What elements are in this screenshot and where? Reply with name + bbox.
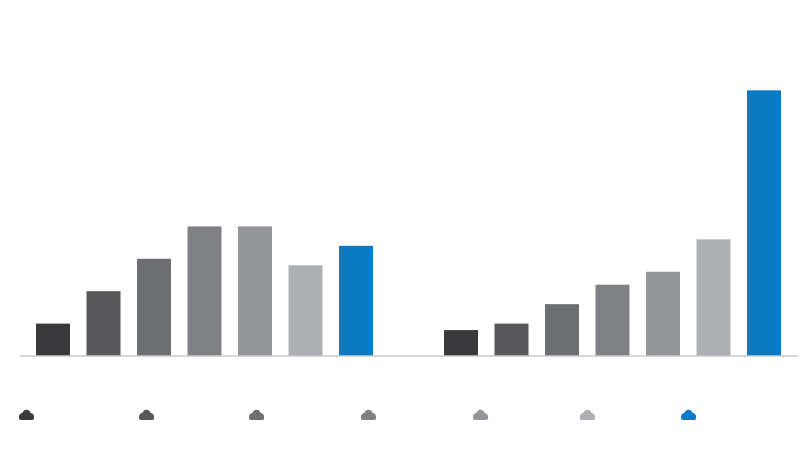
bar	[187, 226, 222, 356]
bar	[595, 284, 630, 356]
bar	[747, 90, 781, 356]
cloud-icon	[681, 409, 696, 420]
cloud-icon	[139, 409, 154, 420]
cloud-icon	[249, 409, 264, 420]
bar	[545, 304, 579, 356]
bar	[288, 265, 323, 356]
bar-group-1	[36, 226, 373, 356]
bar	[86, 291, 121, 356]
bar	[646, 271, 680, 356]
bar	[494, 323, 529, 356]
bar	[137, 258, 171, 356]
bar	[238, 226, 272, 356]
cloud-icon	[361, 409, 376, 420]
bar	[339, 245, 373, 356]
legend	[19, 409, 696, 420]
bar	[696, 239, 731, 356]
cloud-icon	[19, 409, 34, 420]
bar	[36, 323, 70, 356]
bar-group-2	[444, 90, 781, 356]
bars-layer	[36, 90, 781, 356]
cloud-icon	[580, 409, 595, 420]
cloud-icon	[473, 409, 488, 420]
bar	[444, 330, 478, 356]
